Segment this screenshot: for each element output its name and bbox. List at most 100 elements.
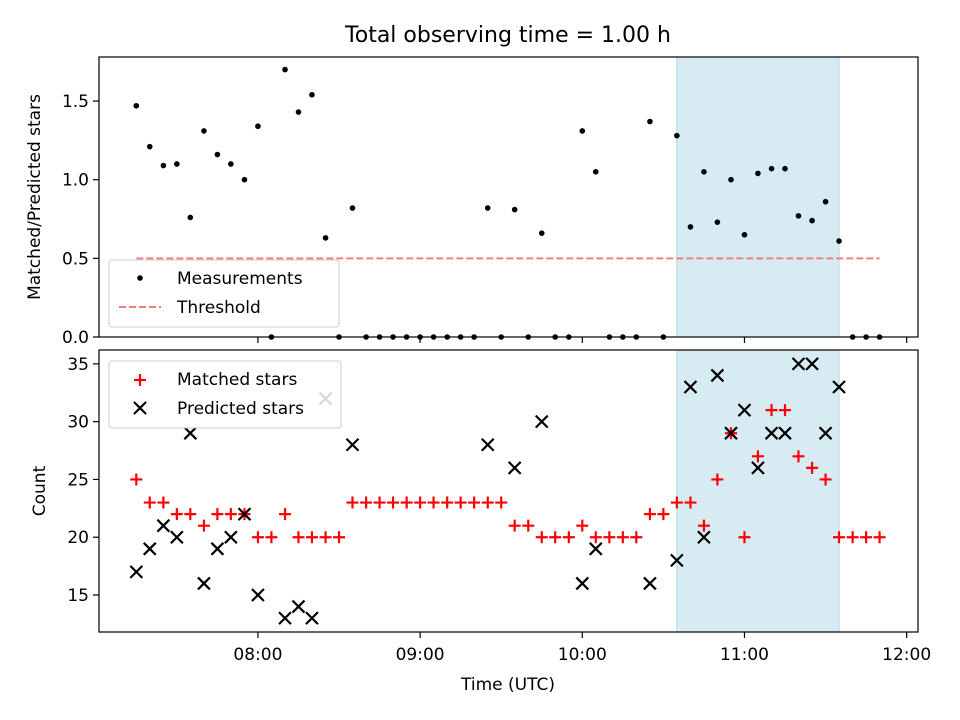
matched-star-point — [305, 531, 318, 544]
predicted-star-point — [737, 403, 752, 417]
legend-measurements-marker — [137, 275, 143, 281]
predicted-star-point — [670, 553, 684, 568]
matched-star-point — [454, 496, 467, 509]
matched-star-point — [860, 531, 873, 544]
matched-star-point — [373, 496, 386, 509]
legend-matched-label: Matched stars — [177, 370, 297, 390]
measurement-point — [133, 102, 140, 109]
predicted-star-point — [197, 576, 211, 591]
legend-measurements-label: Measurements — [177, 269, 303, 289]
measurement-point — [484, 205, 491, 211]
matched-star-point — [684, 496, 697, 509]
x-tick-label: 10:00 — [558, 645, 607, 665]
measurement-point — [255, 123, 261, 130]
predicted-star-point — [237, 507, 252, 521]
predicted-star-point — [224, 530, 238, 545]
matched-star-point — [427, 496, 440, 509]
measurement-point — [795, 213, 802, 219]
matched-star-point — [522, 519, 535, 532]
matched-star-point — [508, 519, 521, 532]
matched-star-point — [224, 508, 237, 521]
matched-star-point — [603, 531, 616, 544]
measurement-point — [579, 128, 586, 134]
predicted-star-point — [575, 576, 590, 591]
y-tick-label: 1.5 — [62, 92, 89, 112]
measurement-point — [674, 132, 680, 139]
measurement-point — [538, 230, 545, 236]
predicted-star-point — [751, 461, 765, 475]
predicted-star-point — [832, 380, 846, 394]
predicted-star-point — [183, 426, 198, 440]
predicted-star-point — [724, 426, 738, 440]
bottom-legend: Matched stars Predicted stars — [108, 360, 342, 429]
top-legend-box — [108, 259, 340, 328]
top-axes-frame — [98, 56, 919, 338]
predicted-star-point — [480, 437, 495, 452]
matched-star-point — [400, 496, 413, 509]
predicted-star-point — [805, 357, 819, 371]
legend-predicted-label: Predicted stars — [177, 399, 304, 419]
predicted-star-point — [818, 426, 833, 440]
predicted-star-point — [588, 542, 603, 556]
measurement-point — [349, 205, 356, 211]
matched-star-point — [697, 519, 710, 532]
matched-star-point — [792, 450, 805, 463]
top-ticks-layer: 0.0 0.5 1.0 1.5 — [62, 92, 908, 348]
matched-star-point — [170, 508, 183, 521]
matched-star-point — [819, 473, 832, 486]
measurement-point — [755, 170, 761, 177]
highlight-span — [676, 349, 840, 633]
matched-star-point — [711, 473, 724, 486]
measurement-point — [228, 161, 234, 167]
matched-star-point — [387, 496, 400, 509]
matched-star-point — [589, 531, 602, 544]
x-tick-label: 09:00 — [396, 645, 445, 665]
measurement-point — [174, 161, 180, 167]
matched-star-point — [346, 496, 359, 509]
measurement-point — [822, 198, 829, 205]
measurement-point — [809, 217, 815, 224]
top-y-axis-label: Matched/Predicted stars — [25, 94, 45, 300]
y-tick-label: 35 — [67, 355, 89, 375]
measurement-point — [160, 162, 167, 169]
matched-star-point — [562, 531, 575, 544]
y-tick-label: 0.5 — [62, 249, 89, 269]
y-tick-label: 20 — [67, 528, 89, 548]
top-span-layer — [676, 56, 840, 338]
matched-star-point — [643, 508, 656, 521]
predicted-star-point — [129, 565, 144, 579]
bottom-span-layer — [676, 349, 840, 633]
predicted-star-point — [697, 530, 711, 545]
measurement-point — [201, 128, 207, 134]
matched-star-point — [468, 496, 481, 509]
matched-star-point — [670, 496, 683, 509]
y-tick-label: 1.0 — [62, 171, 89, 191]
predicted-star-point — [345, 437, 360, 452]
matched-star-point — [279, 508, 292, 521]
matched-star-point — [549, 531, 562, 544]
matched-star-point — [184, 508, 197, 521]
predicted-star-point — [534, 414, 549, 429]
matched-star-point — [251, 531, 264, 544]
x-tick-label: 08:00 — [233, 645, 282, 665]
matched-star-point — [765, 404, 778, 417]
bottom-legend-box — [108, 360, 342, 429]
y-tick-label: 0.0 — [62, 328, 89, 348]
predicted-star-point — [643, 576, 657, 591]
predicted-star-point — [251, 588, 265, 602]
matched-star-point — [197, 519, 210, 532]
predicted-star-point — [710, 368, 725, 383]
measurement-point — [687, 224, 694, 230]
predicted-star-point — [170, 530, 184, 545]
legend-threshold-label: Threshold — [176, 298, 261, 318]
matched-star-point — [833, 531, 846, 544]
matched-star-point — [846, 531, 859, 544]
matched-star-point — [576, 519, 589, 532]
x-axis-label: Time (UTC) — [460, 675, 555, 695]
matched-star-point — [157, 496, 170, 509]
measurement-point — [322, 235, 329, 241]
measurement-point — [187, 214, 194, 221]
measurement-point — [241, 176, 248, 183]
legend-matched-marker — [134, 374, 146, 386]
bottom-panel: 15 20 25 30 35 08:00 09:00 10:00 11:00 12:00 Coun… — [30, 349, 931, 695]
